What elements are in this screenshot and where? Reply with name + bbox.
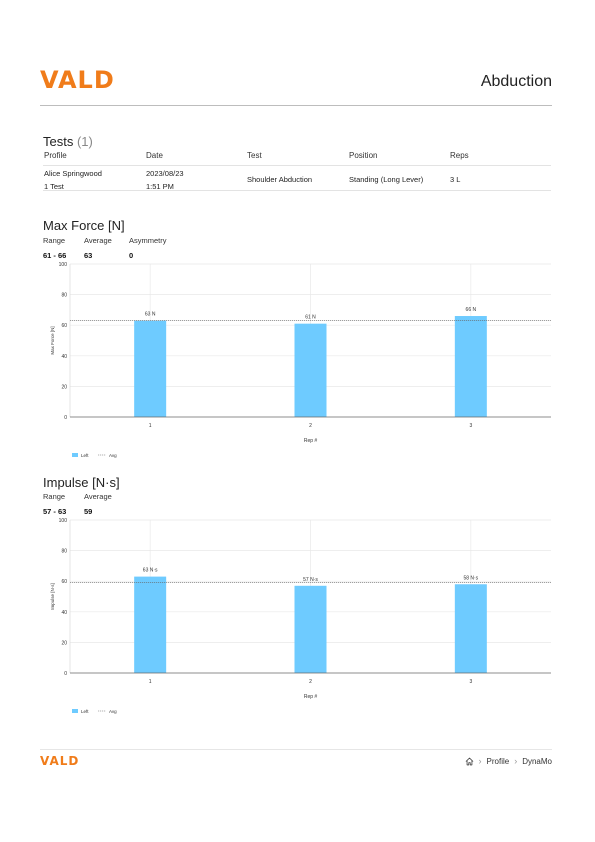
y-tick-label: 20 <box>61 640 67 646</box>
breadcrumb-profile[interactable]: Profile <box>486 756 510 766</box>
chevron-right-icon: › <box>514 756 518 766</box>
legend-swatch-left <box>72 709 78 713</box>
max-force-average-value: 63 <box>84 251 93 260</box>
bar <box>294 585 327 673</box>
y-tick-label: 60 <box>61 579 67 585</box>
tests-heading: Tests (1) <box>43 134 93 149</box>
table-row-profile-sub: 1 Test <box>44 182 64 191</box>
report-title: Abduction <box>480 73 552 90</box>
column-header-test: Test <box>247 151 262 160</box>
impulse-range-label: Range <box>43 492 66 501</box>
y-tick-label: 20 <box>61 384 67 390</box>
tests-title: Tests <box>43 134 74 149</box>
max-force-title: Max Force [N] <box>43 218 125 233</box>
data-label: 61 N <box>305 315 316 321</box>
impulse-title: Impulse [N·s] <box>43 475 120 490</box>
max-force-chart: 0 20 40 60 80 100 63 N 61 N 66 N 1 2 3 Rep # Max Forc… <box>50 262 551 458</box>
data-label: 63 N <box>145 312 156 318</box>
footer-divider <box>40 749 552 750</box>
y-tick-label: 80 <box>61 293 67 299</box>
legend-label-left: Left <box>81 453 89 458</box>
y-tick-label: 40 <box>61 610 67 616</box>
y-tick-label: 80 <box>61 549 67 555</box>
table-row-position: Standing (Long Lever) <box>349 175 424 184</box>
breadcrumb-dynamo[interactable]: DynaMo <box>522 756 552 766</box>
data-label: 58 N·s <box>463 575 478 581</box>
impulse-average-value: 59 <box>84 507 93 516</box>
data-label: 57 N·s <box>303 577 318 583</box>
bar <box>134 320 167 417</box>
x-tick-label: 1 <box>149 679 152 685</box>
y-tick-label: 0 <box>64 415 67 421</box>
y-axis-label: Max Force [N] <box>50 326 55 354</box>
table-header-rule <box>43 165 551 166</box>
header-divider <box>40 105 552 106</box>
column-header-profile: Profile <box>44 151 67 160</box>
x-axis-label: Rep # <box>304 694 318 700</box>
max-force-range-value: 61 - 66 <box>43 251 67 260</box>
y-tick-label: 0 <box>64 671 67 677</box>
max-force-range-label: Range <box>43 236 66 245</box>
y-tick-label: 100 <box>59 262 68 268</box>
table-row-profile-name[interactable]: Alice Springwood <box>44 169 102 178</box>
impulse-average-label: Average <box>84 492 112 501</box>
table-row-test: Shoulder Abduction <box>247 175 313 184</box>
column-header-position: Position <box>349 151 378 160</box>
y-axis-label: Impulse [N·s] <box>50 583 55 610</box>
data-label: 66 N <box>466 307 477 313</box>
table-row-date: 2023/08/23 <box>146 169 184 178</box>
bar <box>134 576 167 673</box>
data-label: 63 N·s <box>143 568 158 574</box>
x-tick-label: 3 <box>469 679 472 685</box>
legend-label-avg: Avg <box>109 453 117 458</box>
legend-swatch-left <box>72 453 78 457</box>
y-tick-label: 40 <box>61 354 67 360</box>
bar <box>454 316 487 417</box>
max-force-asymmetry-value: 0 <box>129 251 134 260</box>
bar <box>454 584 487 673</box>
chevron-right-icon: › <box>478 756 482 766</box>
x-tick-label: 2 <box>309 423 312 429</box>
column-header-reps: Reps <box>450 151 469 160</box>
legend-label-left: Left <box>81 709 89 714</box>
x-tick-label: 1 <box>149 423 152 429</box>
y-tick-label: 100 <box>59 518 68 524</box>
max-force-average-label: Average <box>84 236 112 245</box>
impulse-chart: 0 20 40 60 80 100 63 N·s 57 N·s 58 N·s 1 2 3 Rep # Im… <box>50 518 551 714</box>
impulse-range-value: 57 - 63 <box>43 507 67 516</box>
y-tick-label: 60 <box>61 323 67 329</box>
tests-count: (1) <box>76 134 93 149</box>
table-row-reps: 3 L <box>450 175 461 184</box>
x-tick-label: 2 <box>309 679 312 685</box>
table-row-time: 1:51 PM <box>146 182 174 191</box>
x-axis-label: Rep # <box>304 438 318 444</box>
column-header-date: Date <box>146 151 163 160</box>
vald-logo: VALD <box>40 66 115 94</box>
legend-label-avg: Avg <box>109 709 117 714</box>
max-force-asymmetry-label: Asymmetry <box>129 236 167 245</box>
footer-vald-logo: VALD <box>40 754 80 768</box>
breadcrumb: › Profile › DynaMo <box>465 756 552 766</box>
home-icon[interactable] <box>465 757 474 766</box>
x-tick-label: 3 <box>469 423 472 429</box>
table-row-rule <box>43 190 551 191</box>
bar <box>294 323 327 417</box>
